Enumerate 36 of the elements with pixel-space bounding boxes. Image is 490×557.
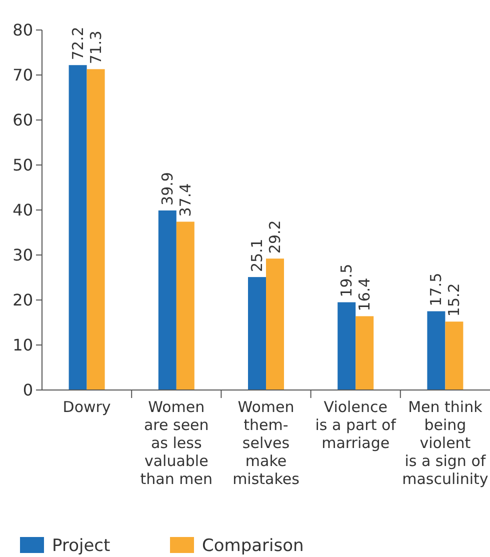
data-label: 17.5 (427, 272, 446, 306)
y-tick-label: 30 (12, 246, 33, 265)
legend-label: Project (52, 536, 110, 556)
bar (248, 277, 266, 390)
data-label: 25.1 (248, 238, 266, 272)
bar (427, 311, 446, 390)
bar (176, 222, 194, 390)
data-label: 16.4 (356, 278, 374, 312)
bar (68, 65, 87, 390)
y-tick-label: 10 (12, 336, 33, 355)
bar (338, 302, 356, 390)
legend-label: Comparison (202, 536, 304, 556)
data-label: 19.5 (338, 264, 356, 298)
bar (356, 316, 374, 390)
y-tick-label: 0 (22, 380, 33, 400)
y-tick-label: 40 (12, 200, 33, 220)
bar (86, 69, 105, 390)
y-tick-label: 80 (12, 20, 33, 40)
data-label: 39.9 (158, 172, 176, 206)
data-label: 15.2 (445, 283, 464, 317)
x-tick-label: Dowry (62, 398, 111, 416)
x-tick-label: Men think being violent is a sign of masculinity (402, 398, 488, 488)
y-tick-label: 20 (12, 290, 33, 310)
y-tick-label: 60 (12, 110, 33, 130)
data-label: 37.4 (176, 183, 194, 217)
y-tick-label: 70 (12, 66, 33, 85)
data-label: 72.2 (68, 26, 87, 60)
data-label: 71.3 (86, 30, 105, 64)
x-tick-label: Violence is a part of marriage (315, 398, 397, 452)
data-label: 29.2 (266, 220, 284, 254)
bar (266, 258, 284, 390)
bar (158, 210, 176, 390)
x-tick-label: Women are seen as less valuable than men (140, 398, 212, 488)
bar (445, 322, 464, 390)
y-tick-label: 50 (12, 156, 33, 175)
x-tick-label: Women them- selves make mistakes (232, 398, 300, 488)
